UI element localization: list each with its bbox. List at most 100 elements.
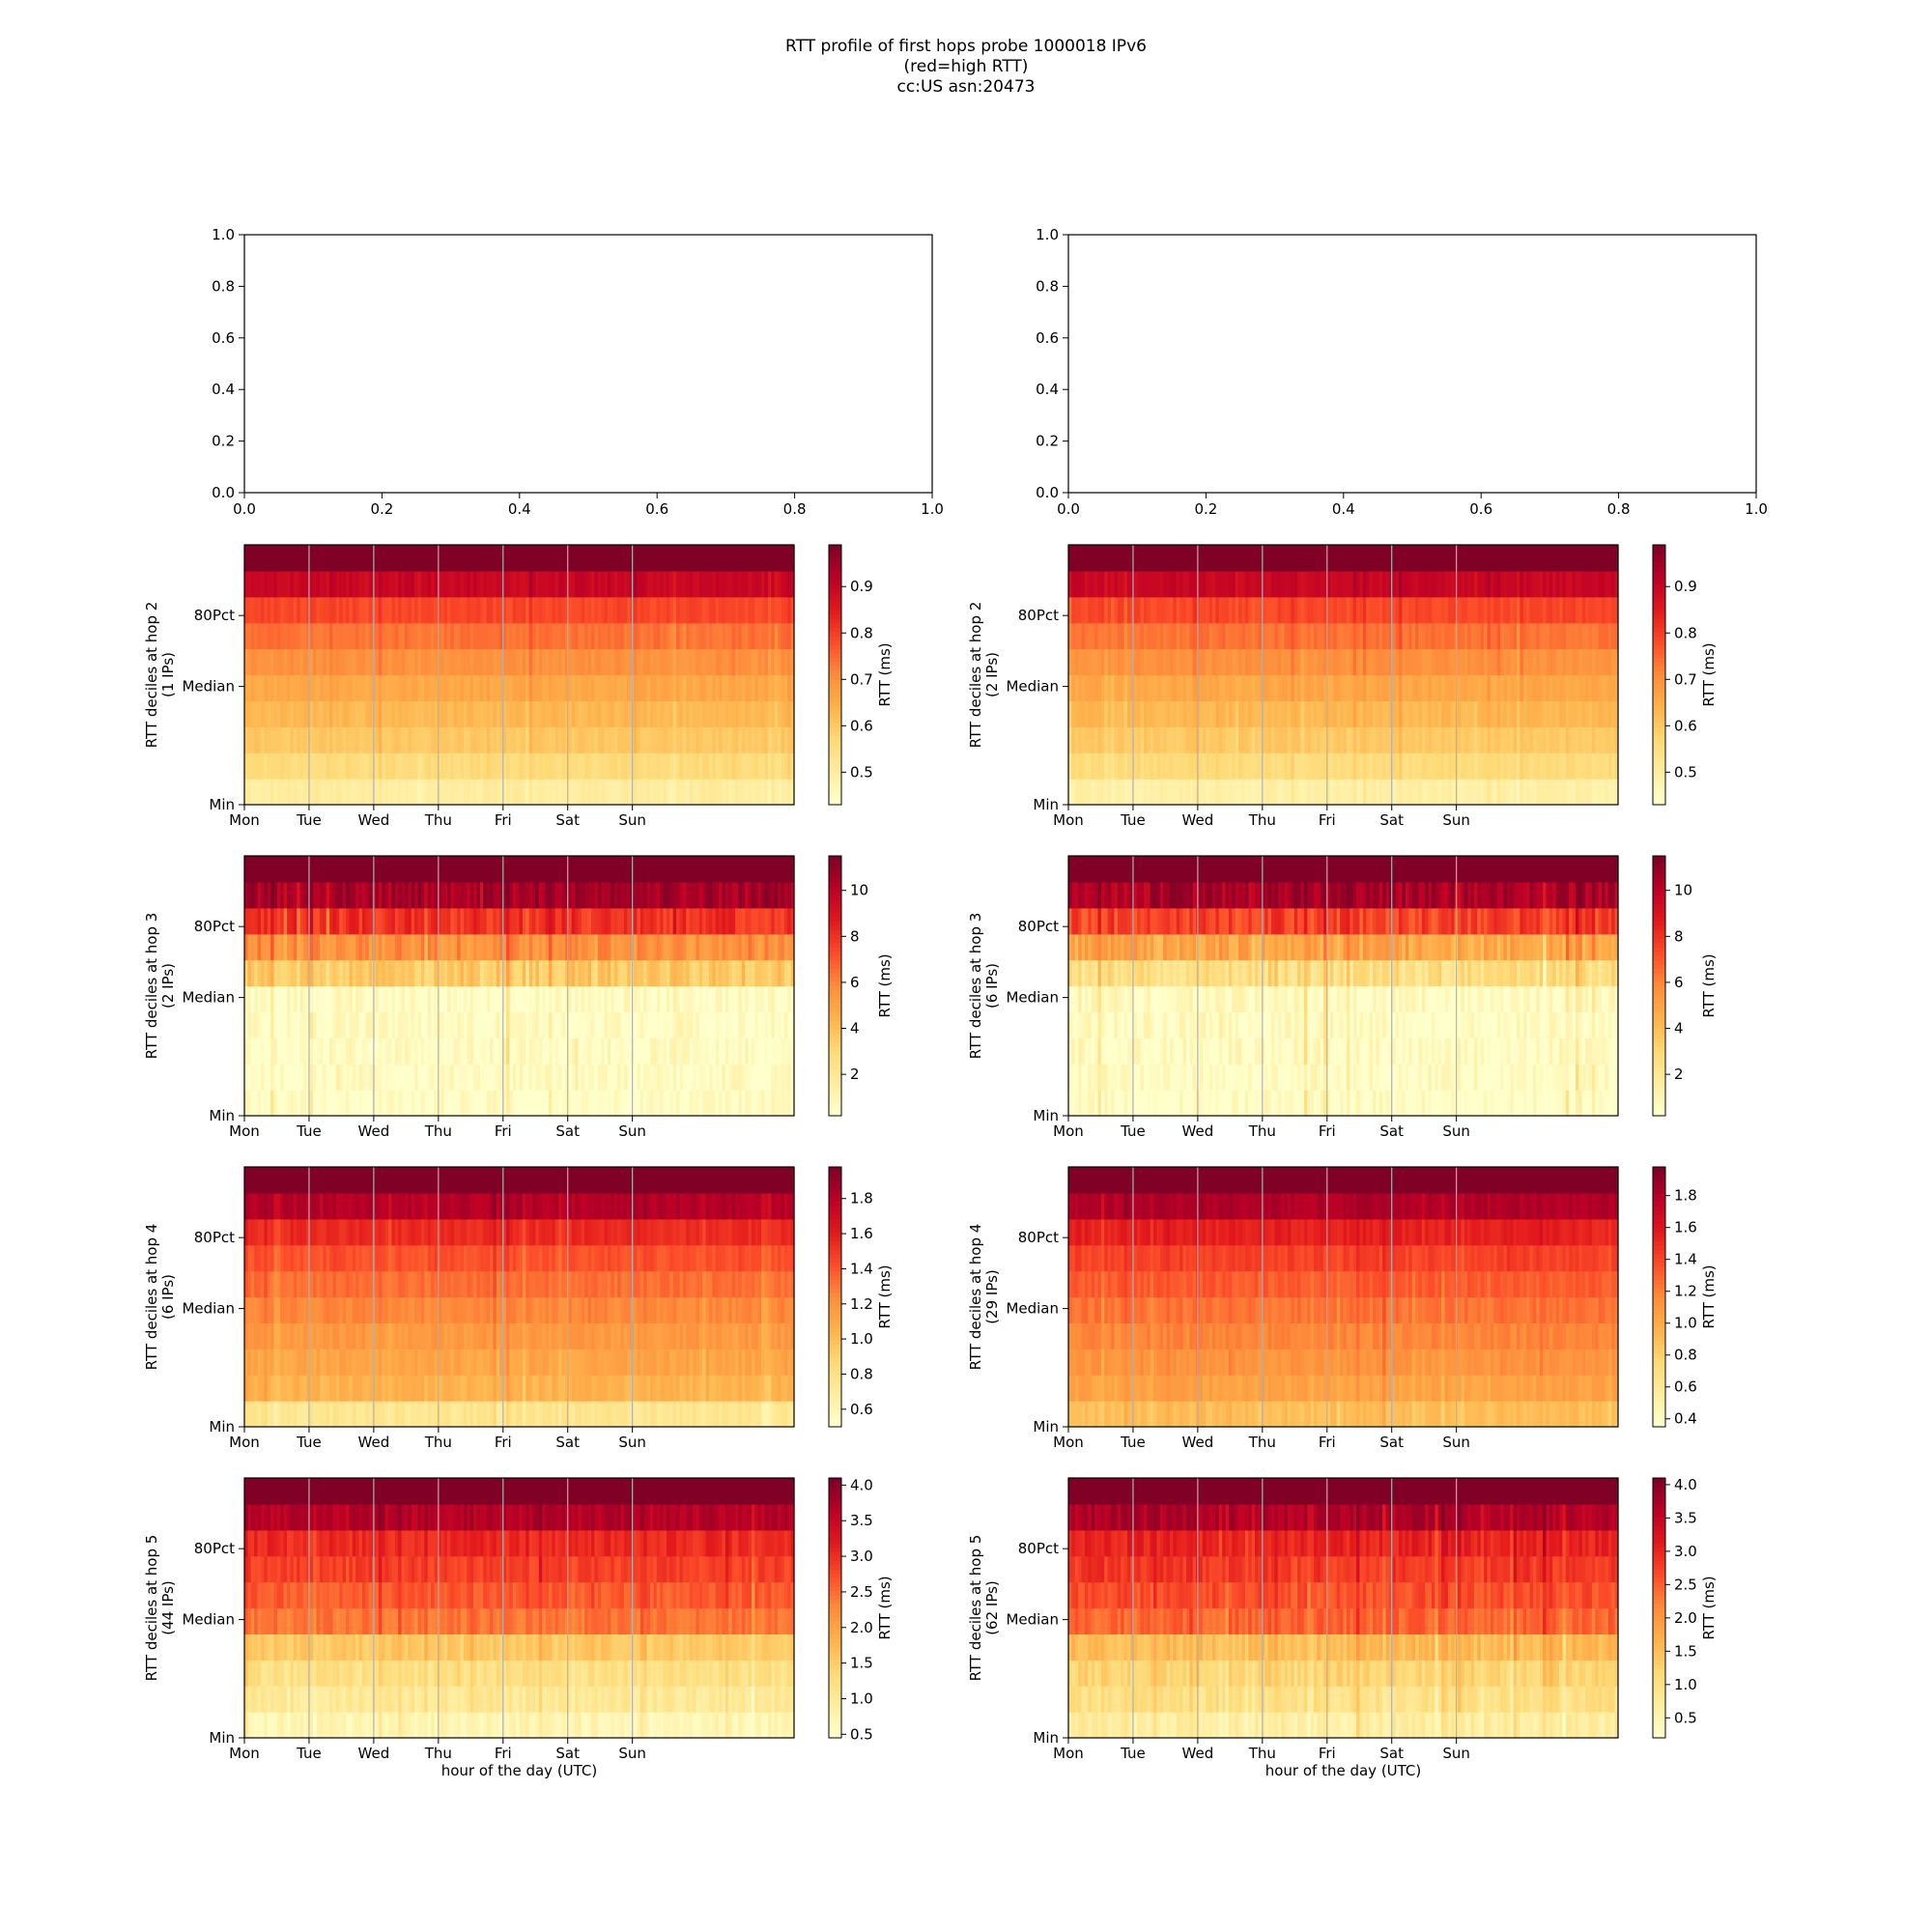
heatmap-cell xyxy=(446,622,451,650)
heatmap-cell xyxy=(1189,779,1194,806)
heatmap-cell xyxy=(1074,596,1079,624)
heatmap-cell xyxy=(505,779,510,806)
colorbar-segment xyxy=(1653,605,1665,611)
heatmap-cell xyxy=(316,674,321,701)
heatmap-cell xyxy=(639,753,644,780)
heatmap-cell xyxy=(761,753,766,780)
heatmap-cell xyxy=(1202,779,1207,806)
heatmap-cell xyxy=(1199,700,1204,727)
heatmap-cell xyxy=(1176,648,1180,676)
heatmap-cell xyxy=(1078,726,1083,753)
heatmap-cell xyxy=(538,648,543,676)
heatmap-cell xyxy=(250,545,255,572)
heatmap-cell xyxy=(689,726,694,753)
heatmap-cell xyxy=(276,779,281,806)
heatmap-cell xyxy=(247,570,252,598)
heatmap-cell xyxy=(578,700,582,727)
heatmap-cell xyxy=(656,570,661,598)
heatmap-cell xyxy=(516,726,521,753)
heatmap-cell xyxy=(613,700,618,727)
colorbar-segment xyxy=(1653,549,1665,554)
heatmap-cell xyxy=(757,545,762,572)
heatmap-cell xyxy=(666,674,670,701)
heatmap-cell xyxy=(483,570,488,598)
heatmap-cell xyxy=(1159,545,1164,572)
heatmap-cell xyxy=(578,779,582,806)
heatmap-cell xyxy=(293,596,298,624)
heatmap-cell xyxy=(467,545,471,572)
heatmap-cell xyxy=(790,622,795,650)
colorbar-segment xyxy=(829,592,841,598)
heatmap-cell xyxy=(260,726,265,753)
heatmap-cell xyxy=(1091,622,1095,650)
heatmap-cell xyxy=(767,700,772,727)
heatmap-cell xyxy=(663,648,668,676)
heatmap-cell xyxy=(499,570,504,598)
heatmap-cell xyxy=(332,570,337,598)
heatmap-cell xyxy=(542,622,547,650)
heatmap-cell xyxy=(512,700,517,727)
heatmap-cell xyxy=(467,596,471,624)
heatmap-cell xyxy=(558,622,563,650)
heatmap-cell xyxy=(1182,779,1187,806)
heatmap-cell xyxy=(499,674,504,701)
heatmap-cell xyxy=(463,726,468,753)
heatmap-cell xyxy=(1121,726,1125,753)
heatmap-cell xyxy=(273,596,278,624)
heatmap-cell xyxy=(473,779,478,806)
heatmap-cell xyxy=(316,726,321,753)
heatmap-cell xyxy=(702,700,707,727)
heatmap-cell xyxy=(375,700,380,727)
heatmap-cell xyxy=(771,570,776,598)
heatmap-cell xyxy=(1088,674,1093,701)
heatmap-cell xyxy=(1114,700,1119,727)
heatmap-cell xyxy=(368,779,373,806)
heatmap-cell xyxy=(754,700,759,727)
heatmap-cell xyxy=(698,648,703,676)
heatmap-cell xyxy=(1121,674,1125,701)
heatmap-cell xyxy=(754,570,759,598)
heatmap-cell xyxy=(339,753,344,780)
heatmap-cell xyxy=(411,674,415,701)
heatmap-cell xyxy=(676,622,681,650)
heatmap-cell xyxy=(649,622,654,650)
heatmap-cell xyxy=(319,726,324,753)
heatmap-cell xyxy=(476,648,481,676)
heatmap-cell xyxy=(450,753,455,780)
colorbar-tick-label: 0.7 xyxy=(850,670,873,688)
heatmap-cell xyxy=(745,545,750,572)
heatmap-cell xyxy=(613,726,618,753)
heatmap-cell xyxy=(460,726,465,753)
heatmap-cell xyxy=(581,596,585,624)
heatmap-cell xyxy=(1150,779,1154,806)
heatmap-cell xyxy=(476,726,481,753)
heatmap-cell xyxy=(728,753,733,780)
heatmap-cell xyxy=(394,726,399,753)
heatmap-cell xyxy=(672,753,677,780)
colorbar-segment xyxy=(1653,553,1665,559)
heatmap-cell xyxy=(342,622,347,650)
heatmap-cell xyxy=(712,596,717,624)
x-tick-label: 0.2 xyxy=(1194,500,1217,518)
heatmap-cell xyxy=(420,700,425,727)
heatmap-cell xyxy=(250,779,255,806)
heatmap-cell xyxy=(519,726,524,753)
heatmap-cell xyxy=(313,596,318,624)
heatmap-cell xyxy=(1137,570,1142,598)
heatmap-cell xyxy=(653,753,658,780)
heatmap-cell xyxy=(1173,596,1178,624)
heatmap-cell xyxy=(1199,622,1204,650)
heatmap-cell xyxy=(358,726,363,753)
heatmap-cell xyxy=(1137,674,1142,701)
heatmap-cell xyxy=(332,726,337,753)
heatmap-cell xyxy=(1140,726,1145,753)
heatmap-cell xyxy=(1084,779,1089,806)
heatmap-cell xyxy=(355,648,360,676)
heatmap-cell xyxy=(280,545,285,572)
heatmap-cell xyxy=(1173,545,1178,572)
heatmap-cell xyxy=(404,545,409,572)
heatmap-cell xyxy=(702,726,707,753)
heatmap-cell xyxy=(270,648,275,676)
heatmap-cell xyxy=(634,700,639,727)
heatmap-cell xyxy=(735,700,740,727)
